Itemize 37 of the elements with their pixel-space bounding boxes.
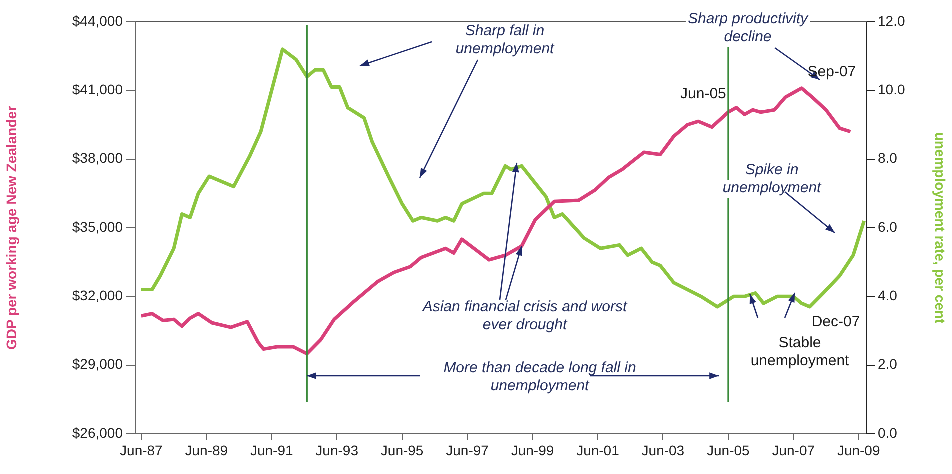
x-tick-label: Jun-87 xyxy=(120,442,164,458)
annotation: Dec-07 xyxy=(812,314,860,331)
x-tick-label: Jun-97 xyxy=(446,442,490,458)
y-tick-label: $35,000 xyxy=(72,218,124,235)
y-tick-label: $26,000 xyxy=(72,424,124,441)
y2-tick-label: 12.0 xyxy=(878,12,906,29)
annotation: Asian financial crisis and worst ever drought xyxy=(422,298,628,334)
annotation: Sharp fall in unemployment xyxy=(456,22,556,58)
y-tick-label: $44,000 xyxy=(72,12,124,29)
y2-axis-title: unemployment rate, per cent xyxy=(932,132,949,324)
annotation: Stable unemployment xyxy=(750,334,850,370)
x-tick-label: Jun-07 xyxy=(772,442,816,458)
x-tick-label: Jun-99 xyxy=(511,442,554,458)
x-tick-label: Jun-89 xyxy=(185,442,228,458)
annotation: Jun-05 xyxy=(680,85,726,102)
y2-tick-label: 8.0 xyxy=(878,150,898,166)
x-tick-label: Jun-05 xyxy=(707,442,750,458)
annotation: More than decade long fall in unemployment xyxy=(444,360,636,395)
y2-tick-label: 4.0 xyxy=(878,288,898,304)
x-tick-label: Jun-95 xyxy=(380,442,424,458)
y2-tick-label: 10.0 xyxy=(878,82,906,98)
annotation: Spike in unemployment xyxy=(722,162,822,197)
x-tick-label: Jun-93 xyxy=(316,442,359,458)
x-tick-label: Jun-03 xyxy=(642,442,685,458)
annotation: Sep-07 xyxy=(808,63,856,80)
x-tick-label: Jun-01 xyxy=(576,442,620,458)
x-tick-label: Jun-09 xyxy=(837,442,880,458)
y-tick-label: $29,000 xyxy=(72,356,124,372)
y-axis-title: GDP per working age New Zealander xyxy=(3,105,20,350)
y2-tick-label: 0.0 xyxy=(878,424,898,441)
y2-tick-label: 6.0 xyxy=(878,218,898,235)
annotation: Sharp productivity decline xyxy=(688,10,810,46)
x-tick-label: Jun-91 xyxy=(250,442,294,458)
y-tick-label: $38,000 xyxy=(72,150,124,166)
y-tick-label: $41,000 xyxy=(72,82,124,98)
y2-tick-label: 2.0 xyxy=(878,356,898,372)
y-tick-label: $32,000 xyxy=(72,288,124,304)
